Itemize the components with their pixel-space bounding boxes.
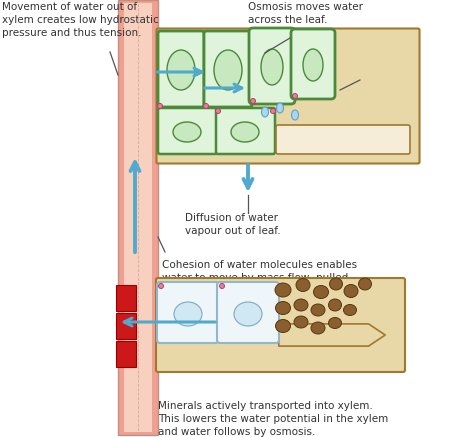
Ellipse shape	[167, 50, 195, 90]
FancyBboxPatch shape	[216, 108, 275, 154]
Ellipse shape	[294, 316, 308, 328]
Ellipse shape	[303, 49, 323, 81]
Ellipse shape	[329, 278, 343, 290]
FancyBboxPatch shape	[204, 31, 252, 107]
Ellipse shape	[262, 107, 268, 117]
Ellipse shape	[275, 302, 291, 315]
FancyBboxPatch shape	[156, 28, 419, 163]
FancyBboxPatch shape	[217, 282, 279, 343]
Ellipse shape	[276, 103, 283, 113]
Circle shape	[219, 284, 225, 288]
FancyBboxPatch shape	[156, 278, 405, 372]
Circle shape	[271, 108, 275, 114]
Circle shape	[216, 108, 220, 114]
Ellipse shape	[231, 122, 259, 142]
Text: Movement of water out of
xylem creates low hydrostatic
pressure and thus tension: Movement of water out of xylem creates l…	[2, 2, 159, 38]
Ellipse shape	[344, 284, 358, 298]
FancyBboxPatch shape	[158, 108, 217, 154]
Ellipse shape	[275, 319, 291, 333]
Circle shape	[250, 98, 255, 104]
Ellipse shape	[214, 50, 242, 90]
Text: Diffusion of water
vapour out of leaf.: Diffusion of water vapour out of leaf.	[185, 213, 281, 236]
FancyBboxPatch shape	[157, 282, 219, 343]
Ellipse shape	[173, 122, 201, 142]
Ellipse shape	[292, 110, 299, 120]
Ellipse shape	[328, 318, 341, 329]
Circle shape	[157, 104, 163, 108]
Ellipse shape	[311, 322, 325, 334]
FancyBboxPatch shape	[291, 29, 335, 99]
Ellipse shape	[313, 285, 328, 298]
Ellipse shape	[294, 299, 308, 311]
Circle shape	[158, 284, 164, 288]
FancyBboxPatch shape	[249, 28, 295, 104]
Circle shape	[292, 94, 298, 98]
Circle shape	[203, 104, 209, 108]
Ellipse shape	[344, 305, 356, 316]
Ellipse shape	[296, 278, 310, 291]
Ellipse shape	[328, 299, 341, 311]
Text: Osmosis moves water
across the leaf.: Osmosis moves water across the leaf.	[248, 2, 363, 25]
FancyArrowPatch shape	[279, 324, 385, 346]
FancyBboxPatch shape	[276, 125, 410, 154]
Ellipse shape	[311, 304, 325, 316]
Text: Evaporation of water
from cell surface.: Evaporation of water from cell surface.	[308, 60, 417, 83]
Ellipse shape	[358, 278, 372, 290]
Text: Minerals actively transported into xylem.
This lowers the water potential in the: Minerals actively transported into xylem…	[158, 402, 388, 437]
Text: Cohesion of water molecules enables
water to move by mass flow, pulled
upwards b: Cohesion of water molecules enables wate…	[162, 260, 357, 295]
Ellipse shape	[234, 302, 262, 326]
Bar	[116, 313, 136, 339]
Ellipse shape	[275, 283, 291, 297]
Bar	[116, 285, 136, 311]
FancyBboxPatch shape	[158, 31, 204, 107]
Ellipse shape	[261, 49, 283, 85]
Bar	[118, 0, 158, 435]
Bar	[124, 3, 152, 432]
Ellipse shape	[174, 302, 202, 326]
Bar	[116, 341, 136, 367]
